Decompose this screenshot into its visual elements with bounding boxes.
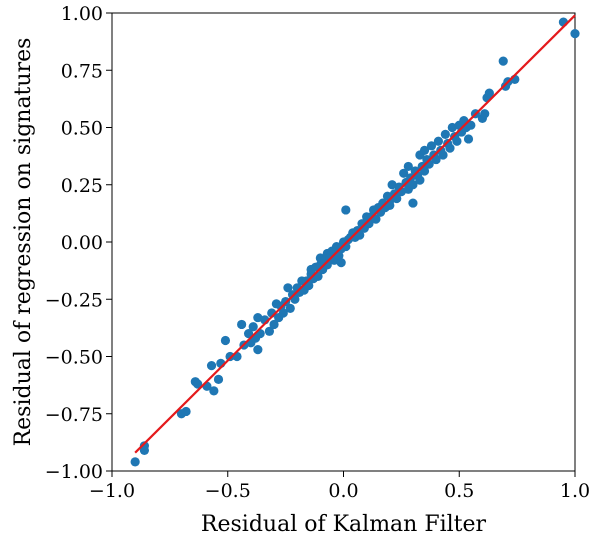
- x-axis-ticks: −1.0 −0.5 0.0 0.5 1.0: [89, 471, 589, 502]
- data-point: [463, 134, 474, 144]
- data-point: [498, 56, 508, 66]
- y-tick-label: −1.00: [45, 461, 103, 483]
- data-point: [283, 283, 293, 293]
- data-point: [403, 161, 413, 172]
- data-point: [431, 154, 441, 165]
- data-point: [285, 303, 295, 314]
- y-tick-label: 0.25: [61, 175, 103, 197]
- data-point: [440, 129, 450, 139]
- data-point: [206, 361, 217, 371]
- data-point: [248, 322, 258, 332]
- y-tick-label: −0.25: [45, 289, 103, 311]
- data-point: [253, 312, 263, 323]
- x-tick-label: 0.0: [328, 480, 358, 502]
- data-point: [387, 180, 397, 190]
- fit-line-group: [134, 14, 576, 454]
- plot-area: [111, 12, 580, 472]
- data-point: [408, 180, 418, 190]
- data-point: [193, 379, 203, 389]
- data-points: [130, 17, 580, 467]
- x-tick-label: −1.0: [89, 480, 135, 502]
- y-tick-label: 0.50: [61, 118, 103, 140]
- data-point: [336, 258, 346, 268]
- data-point: [408, 198, 418, 208]
- y-tick-label: −0.50: [45, 347, 103, 369]
- data-point: [253, 345, 263, 355]
- data-point: [426, 141, 437, 151]
- data-point: [237, 319, 247, 330]
- data-point: [419, 145, 430, 155]
- data-point: [243, 329, 254, 339]
- data-point: [220, 335, 231, 346]
- x-axis-label: Residual of Kalman Filter: [201, 512, 487, 537]
- data-point: [341, 205, 351, 215]
- y-tick-label: −0.75: [45, 404, 103, 426]
- data-point: [225, 351, 235, 362]
- y-axis-label: Residual of regression on signatures: [11, 38, 36, 447]
- data-point: [181, 406, 191, 417]
- data-point: [480, 109, 490, 119]
- data-point: [484, 88, 494, 98]
- data-point: [452, 136, 462, 146]
- data-point: [445, 143, 455, 153]
- data-point: [278, 308, 288, 318]
- data-point: [264, 326, 275, 336]
- fit-line: [134, 14, 576, 454]
- x-tick-label: 1.0: [560, 480, 589, 502]
- data-point: [415, 175, 425, 185]
- data-point: [466, 120, 476, 130]
- data-point: [269, 319, 279, 330]
- y-axis-ticks: −1.00 −0.75 −0.50 −0.25 0.00 0.25 0.50 0.75 1.00: [45, 3, 112, 483]
- data-point: [447, 122, 457, 133]
- data-point: [438, 150, 448, 160]
- data-point: [433, 136, 444, 146]
- data-point: [399, 168, 409, 178]
- data-point: [570, 29, 580, 39]
- y-tick-label: 1.00: [61, 3, 103, 25]
- y-tick-label: 0.00: [61, 232, 103, 254]
- data-point: [209, 386, 219, 396]
- y-tick-label: 0.75: [61, 60, 103, 82]
- x-tick-label: −0.5: [205, 480, 251, 502]
- data-point: [139, 445, 150, 455]
- x-tick-label: 0.5: [444, 480, 474, 502]
- data-point: [130, 457, 140, 467]
- data-point: [213, 374, 224, 384]
